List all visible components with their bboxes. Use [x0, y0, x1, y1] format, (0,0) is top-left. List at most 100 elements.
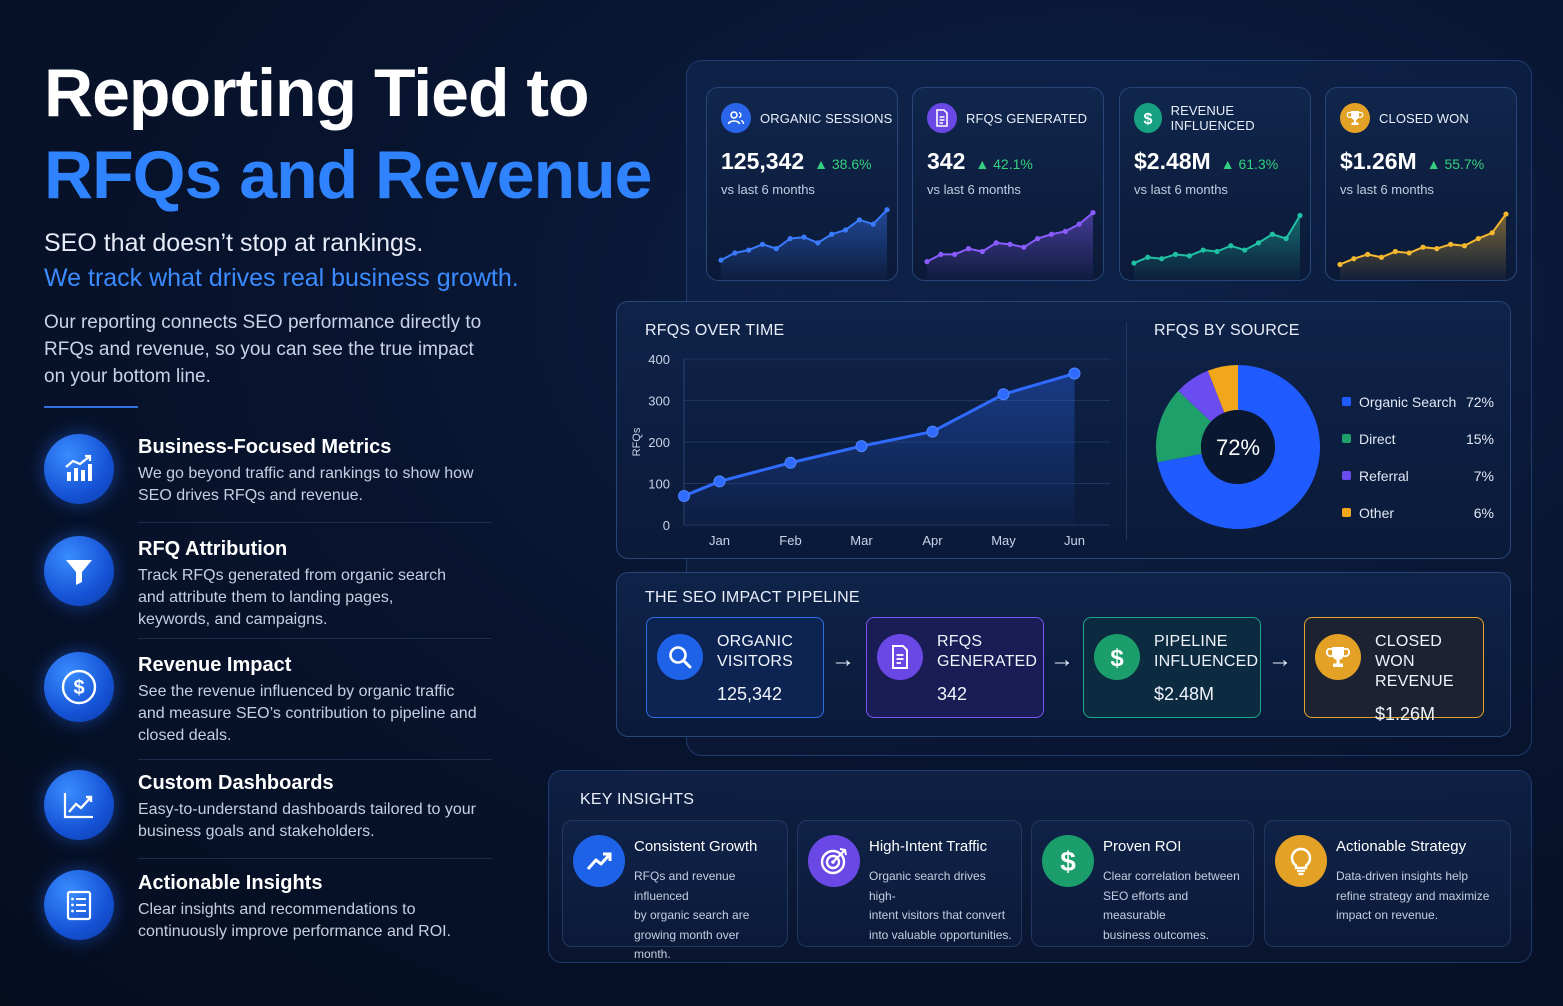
sparkline-point: [1255, 240, 1262, 246]
sparkline-point: [718, 257, 724, 263]
pipeline-title: THE SEO IMPACT PIPELINE: [645, 589, 860, 606]
line-chart-point: [855, 440, 868, 453]
dollar-icon: $: [1094, 634, 1140, 680]
rfqs-by-source-legend: Organic Search 72% Direct 15% Referral 7% Othe…: [1342, 383, 1494, 531]
insight-title: Consistent Growth: [634, 838, 758, 855]
document-icon: [877, 634, 923, 680]
insight-body-line: refine strategy and maximize: [1336, 888, 1490, 903]
divider: [138, 759, 492, 760]
sparkline-point: [1242, 247, 1248, 253]
feature-title: Business-Focused Metrics: [138, 436, 392, 458]
trophy-icon: [1340, 103, 1370, 133]
insight-body-line: Clear correlation between: [1103, 869, 1240, 883]
insight-body: Organic search drives high- intent visit…: [869, 867, 1013, 945]
legend-label: Other: [1359, 504, 1395, 521]
kpi-comparison: vs last 6 months: [927, 182, 1021, 197]
feature-body: We go beyond traffic and rankings to sho…: [138, 465, 474, 504]
sparkline-point: [1475, 235, 1481, 242]
insight-body: Data-driven insights help refine strateg…: [1336, 867, 1489, 926]
pipeline-step-closed-won-revenue: CLOSED WON REVENUE $1.26M: [1304, 617, 1484, 724]
sparkline-point: [1131, 260, 1137, 266]
sparkline-point: [1159, 256, 1165, 262]
donut-slice: [1207, 365, 1238, 413]
users-icon: [721, 103, 751, 133]
sparkline-point: [1228, 243, 1234, 249]
legend-label: Referral: [1359, 467, 1409, 484]
kpi-value: 342 ▲ 42.1%: [927, 148, 1033, 175]
sparkline-point: [1406, 250, 1412, 256]
kpi-sparkline: [924, 210, 1096, 280]
insight-body-line: SEO efforts and measurable: [1103, 888, 1189, 923]
insight-body: RFQs and revenue influenced by organic s…: [634, 867, 779, 965]
kpi-sparkline: [1337, 211, 1509, 280]
sparkline-point: [1392, 248, 1398, 255]
funnel-icon: [44, 536, 114, 606]
insight-title: Proven ROI: [1103, 838, 1182, 855]
divider: [44, 406, 138, 408]
insight-body-line: Data-driven insights help: [1336, 869, 1469, 883]
insight-body-line: into valuable opportunities.: [869, 927, 1012, 942]
pipeline-step-pipeline-influenced: $ PIPELINE INFLUENCED $2.48M: [1083, 617, 1261, 718]
rfqs-by-source-chart: 72%: [1156, 365, 1320, 529]
feature-revenue-impact: $ Revenue Impact See the revenue influen…: [44, 652, 492, 747]
insight-body-line: growing month over month.: [634, 927, 740, 962]
kpi-delta: ▲ 38.6%: [814, 156, 872, 172]
pipeline-step-label: VISITORS: [717, 653, 793, 670]
kpi-label: RFQS GENERATED: [966, 110, 1088, 126]
rfqs-by-source-title: RFQS BY SOURCE: [1154, 322, 1300, 339]
kpi-card-rfqs-generated: RFQS GENERATED 342 ▲ 42.1% vs last 6 mont…: [912, 87, 1104, 281]
sparkline-point: [856, 217, 862, 223]
insight-body-line: impact on revenue.: [1336, 908, 1439, 922]
x-tick-label: Mar: [850, 533, 873, 548]
trend-arrow-icon: [573, 835, 625, 887]
sparkline-point: [1062, 228, 1068, 234]
pipeline-step-label: GENERATED: [937, 653, 1038, 670]
sparkline-point: [1007, 241, 1013, 247]
insight-card-actionable-strategy: Actionable Strategy Data-driven insights…: [1264, 820, 1511, 947]
pipeline-step-value: 342: [937, 684, 968, 704]
hero-title-line2: RFQs and Revenue: [44, 137, 652, 213]
hero-subtitle-line1: SEO that doesn’t stop at rankings.: [44, 229, 424, 257]
feature-body: Easy-to-understand dashboards tailored t…: [138, 801, 476, 840]
kpi-card-organic-sessions: ORGANIC SESSIONS 125,342 ▲ 38.6% vs last …: [706, 87, 898, 281]
hero-title-line1: Reporting Tied to: [44, 55, 590, 131]
arrow-right-icon: →: [1268, 646, 1292, 673]
sparkline-point: [870, 221, 876, 227]
sparkline-point: [1337, 261, 1343, 268]
kpi-card-closed-won: CLOSED WON $1.26M ▲ 55.7% vs last 6 month…: [1325, 87, 1517, 281]
insight-card-proven-roi: $ Proven ROI Clear correlation between S…: [1031, 820, 1254, 947]
y-tick-label: 0: [663, 518, 670, 533]
trend-chart-icon: [44, 770, 114, 840]
sparkline-point: [1200, 247, 1206, 253]
sparkline-point: [924, 259, 930, 265]
hero-subtitle: SEO that doesn’t stop at rankings. We tr…: [44, 226, 519, 296]
pipeline-step-label: PIPELINE: [1154, 633, 1228, 650]
kpi-value-text: 342: [927, 148, 966, 174]
dollar-icon: $: [44, 652, 114, 722]
arrow-right-icon: →: [1050, 646, 1074, 673]
feature-business-metrics: Business-Focused Metrics We go beyond tr…: [44, 434, 492, 507]
kpi-sparkline: [1131, 212, 1303, 280]
sparkline-point: [1269, 231, 1275, 237]
legend-swatch: [1342, 434, 1351, 443]
pipeline-step-label: RFQS: [937, 633, 983, 650]
x-tick-label: May: [991, 533, 1016, 548]
pipeline-step-value: $1.26M: [1375, 704, 1436, 724]
kpi-comparison: vs last 6 months: [1340, 182, 1434, 197]
sparkline-point: [1076, 221, 1082, 227]
kpi-label: REVENUE INFLUENCED: [1170, 103, 1255, 133]
pipeline-step-rfqs-generated: RFQS GENERATED 342: [866, 617, 1044, 718]
legend-swatch: [1342, 471, 1351, 480]
divider: [138, 638, 492, 639]
legend-label: Direct: [1359, 430, 1396, 447]
insight-body-line: business outcomes.: [1103, 927, 1210, 942]
legend-item: Other 6%: [1342, 494, 1494, 531]
kpi-label: ORGANIC SESSIONS: [760, 110, 893, 126]
y-tick-label: 200: [648, 435, 670, 450]
feature-actionable-insights: Actionable Insights Clear insights and r…: [44, 870, 492, 943]
sparkline-point: [1461, 243, 1468, 249]
sparkline-point: [773, 246, 779, 252]
line-chart-point: [678, 489, 690, 502]
sparkline-point: [952, 251, 958, 257]
sparkline-point: [1351, 256, 1357, 262]
